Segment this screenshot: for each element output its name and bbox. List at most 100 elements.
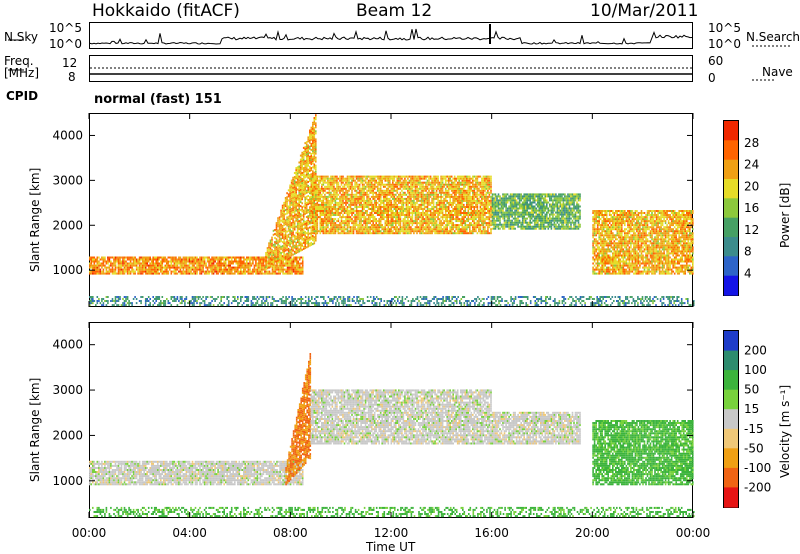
heatmap-cell — [395, 193, 397, 196]
heatmap-cell — [269, 247, 272, 250]
heatmap-cell — [312, 199, 314, 202]
heatmap-cell — [398, 214, 400, 216]
heatmap-cell — [446, 208, 448, 210]
heatmap-cell — [302, 221, 305, 224]
heatmap-cell — [346, 206, 349, 208]
heatmap-cell — [237, 256, 239, 259]
heatmap-cell — [277, 233, 279, 236]
heatmap-cell — [309, 159, 311, 162]
heatmap-cell — [469, 212, 471, 214]
heatmap-cell — [340, 197, 343, 200]
heatmap-cell — [230, 262, 233, 265]
heatmap-cell — [292, 186, 294, 189]
heatmap-cell — [416, 181, 418, 184]
heatmap-cell — [191, 262, 194, 265]
heatmap-cell — [296, 166, 299, 169]
heatmap-cell — [286, 220, 288, 223]
heatmap-cell — [272, 260, 275, 263]
heatmap-cell — [405, 197, 408, 200]
heatmap-cell — [312, 206, 314, 208]
heatmap-cell — [310, 217, 313, 220]
heatmap-cell — [384, 189, 387, 192]
heatmap-cell — [382, 203, 385, 206]
heatmap-cell — [478, 218, 480, 221]
heatmap-cell — [290, 222, 293, 225]
heatmap-cell — [405, 216, 408, 219]
heatmap-cell — [284, 249, 287, 252]
heatmap-cell — [413, 197, 415, 200]
heatmap-cell — [414, 189, 417, 192]
heatmap-cell — [460, 197, 462, 200]
heatmap-cell — [416, 175, 418, 178]
heatmap-cell — [339, 208, 341, 210]
heatmap-cell — [416, 210, 418, 212]
heatmap-cell — [280, 231, 282, 234]
heatmap-cell — [444, 193, 447, 196]
heatmap-cell — [455, 177, 457, 180]
heatmap-cell — [432, 206, 435, 208]
heatmap-cell — [405, 214, 408, 216]
heatmap-cell — [381, 181, 383, 184]
heatmap-cell — [410, 218, 412, 221]
heatmap-cell — [187, 258, 189, 261]
heatmap-cell — [330, 224, 332, 227]
heatmap-cell — [170, 260, 173, 263]
heatmap-cell — [395, 201, 397, 204]
heatmap-cell — [437, 183, 439, 186]
heatmap-cell — [432, 216, 435, 219]
heatmap-cell — [396, 195, 399, 198]
heatmap-cell — [364, 226, 367, 229]
heatmap-cell — [378, 224, 380, 227]
heatmap-cell — [387, 222, 390, 225]
heatmap-cell — [340, 218, 343, 221]
heatmap-cell — [310, 222, 313, 225]
heatmap-cell — [301, 268, 304, 271]
heatmap-cell — [280, 256, 282, 258]
heatmap-cell — [312, 189, 314, 192]
heatmap-cell — [108, 256, 111, 259]
heatmap-cell — [302, 189, 305, 192]
heatmap-cell — [209, 260, 212, 263]
heatmap-cell — [93, 258, 96, 261]
heatmap-cell — [343, 212, 346, 214]
heatmap-cell — [250, 262, 253, 265]
heatmap-cell — [312, 172, 314, 175]
heatmap-cell — [304, 146, 306, 149]
heatmap-cell — [309, 222, 311, 225]
heatmap-cell — [375, 228, 377, 231]
heatmap-cell — [346, 222, 349, 225]
heatmap-cell — [449, 195, 451, 198]
heatmap-cell — [461, 189, 464, 192]
heatmap-cell — [366, 222, 368, 225]
heatmap-cell — [322, 191, 325, 194]
heatmap-cell — [315, 239, 317, 242]
heatmap-cell — [473, 206, 476, 208]
heatmap-cell — [375, 203, 377, 206]
heatmap-cell — [416, 230, 418, 233]
heatmap-cell — [299, 188, 302, 191]
heatmap-cell — [278, 254, 281, 257]
heatmap-cell — [441, 191, 444, 194]
heatmap-cell — [299, 158, 302, 161]
heatmap-cell — [372, 222, 374, 225]
heatmap-cell — [379, 189, 382, 192]
heatmap-cell — [226, 258, 228, 261]
heatmap-cell — [188, 258, 191, 261]
heatmap-cell — [307, 221, 309, 224]
heatmap-cell — [277, 217, 279, 220]
heatmap-cell — [429, 183, 432, 186]
heatmap-cell — [319, 206, 322, 208]
heatmap-cell — [282, 270, 284, 273]
heatmap-cell — [481, 224, 483, 227]
heatmap-cell — [349, 230, 352, 233]
heatmap-cell — [357, 228, 359, 231]
heatmap-cell — [302, 239, 305, 242]
heatmap-cell — [386, 220, 388, 223]
heatmap-cell — [261, 260, 263, 263]
heatmap-cell — [422, 201, 424, 204]
heatmap-cell — [426, 220, 429, 223]
heatmap-cell — [360, 220, 362, 223]
heatmap-cell — [414, 201, 417, 204]
heatmap-cell — [107, 266, 109, 269]
heatmap-cell — [295, 268, 298, 271]
